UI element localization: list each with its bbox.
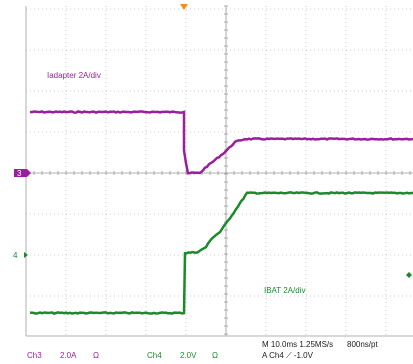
ch3-marker-label: 3 bbox=[17, 169, 22, 178]
ch4-trace-label: IBAT 2A/div bbox=[264, 286, 306, 295]
trigger-readout: A Ch4 ⟋ -1.0V bbox=[262, 351, 313, 360]
ch4-name: Ch4 bbox=[147, 351, 162, 360]
timebase-readout: M 10.0ms 1.25MS/s bbox=[262, 340, 334, 349]
record-length-readout: 800ns/pt bbox=[347, 340, 378, 349]
ch3-waveform bbox=[29, 110, 413, 175]
ch4-unit: Ω bbox=[212, 351, 218, 360]
ch4-ground-marker bbox=[24, 252, 28, 258]
ch3-ground-marker bbox=[14, 169, 31, 177]
ch4-marker-label: 4 bbox=[13, 251, 18, 260]
trigger-position-marker bbox=[180, 4, 188, 10]
ch3-scale: 2.0A bbox=[60, 351, 77, 360]
ch4-waveform bbox=[29, 191, 413, 315]
graticule bbox=[25, 5, 413, 337]
ch3-name: Ch3 bbox=[27, 351, 42, 360]
ch4-scale: 2.0V bbox=[180, 351, 197, 360]
trigger-level-marker bbox=[406, 272, 412, 278]
ch3-trace-label: Iadapter 2A/div bbox=[47, 71, 101, 80]
ch3-unit: Ω bbox=[93, 351, 99, 360]
